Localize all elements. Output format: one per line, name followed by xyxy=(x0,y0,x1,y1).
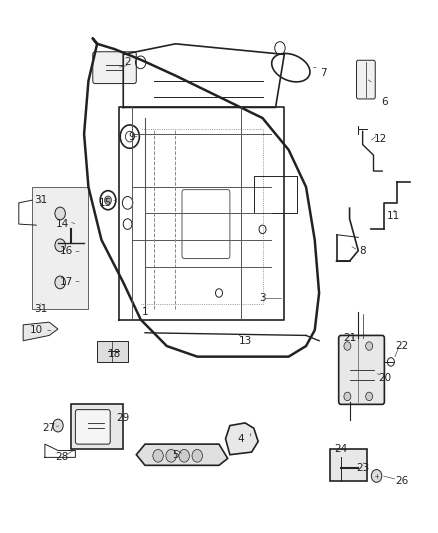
Text: 28: 28 xyxy=(56,453,69,463)
Text: 21: 21 xyxy=(343,333,356,343)
Text: 4: 4 xyxy=(237,434,244,444)
Text: 16: 16 xyxy=(60,246,73,256)
Text: 26: 26 xyxy=(395,477,408,486)
FancyBboxPatch shape xyxy=(93,52,136,84)
Circle shape xyxy=(53,419,63,432)
Circle shape xyxy=(55,276,65,289)
Circle shape xyxy=(153,449,163,462)
Text: 20: 20 xyxy=(378,373,391,383)
Polygon shape xyxy=(23,322,58,341)
Text: 2: 2 xyxy=(124,58,131,67)
Text: 31: 31 xyxy=(34,195,47,205)
Circle shape xyxy=(371,470,382,482)
Circle shape xyxy=(179,449,189,462)
Circle shape xyxy=(344,392,351,401)
Text: 13: 13 xyxy=(238,336,252,346)
Circle shape xyxy=(55,239,65,252)
Text: 18: 18 xyxy=(108,349,121,359)
Circle shape xyxy=(55,207,65,220)
Text: 29: 29 xyxy=(117,413,130,423)
Text: 23: 23 xyxy=(356,463,369,473)
Circle shape xyxy=(366,392,373,401)
Circle shape xyxy=(344,342,351,350)
Text: 7: 7 xyxy=(320,68,327,78)
Polygon shape xyxy=(136,444,228,465)
Text: 24: 24 xyxy=(334,445,347,455)
Text: 22: 22 xyxy=(395,341,408,351)
Circle shape xyxy=(366,342,373,350)
FancyBboxPatch shape xyxy=(357,60,375,99)
Text: 6: 6 xyxy=(381,97,388,107)
Text: 12: 12 xyxy=(374,134,387,144)
Text: 14: 14 xyxy=(56,219,69,229)
Circle shape xyxy=(166,449,177,462)
Polygon shape xyxy=(330,449,367,481)
Text: 15: 15 xyxy=(99,198,113,208)
Polygon shape xyxy=(71,405,123,449)
Text: 11: 11 xyxy=(386,211,400,221)
Text: 1: 1 xyxy=(142,306,148,317)
Text: 10: 10 xyxy=(30,325,43,335)
FancyBboxPatch shape xyxy=(75,410,110,444)
Polygon shape xyxy=(226,423,258,455)
Text: 8: 8 xyxy=(359,246,366,256)
Polygon shape xyxy=(32,187,88,309)
Text: 5: 5 xyxy=(172,450,179,460)
Circle shape xyxy=(192,449,202,462)
Text: 31: 31 xyxy=(34,304,47,314)
Text: 27: 27 xyxy=(42,423,56,433)
Circle shape xyxy=(105,196,112,205)
FancyBboxPatch shape xyxy=(339,335,385,405)
Text: 9: 9 xyxy=(129,132,135,142)
Text: 17: 17 xyxy=(60,277,73,287)
Polygon shape xyxy=(97,341,127,362)
Text: 3: 3 xyxy=(259,293,266,303)
